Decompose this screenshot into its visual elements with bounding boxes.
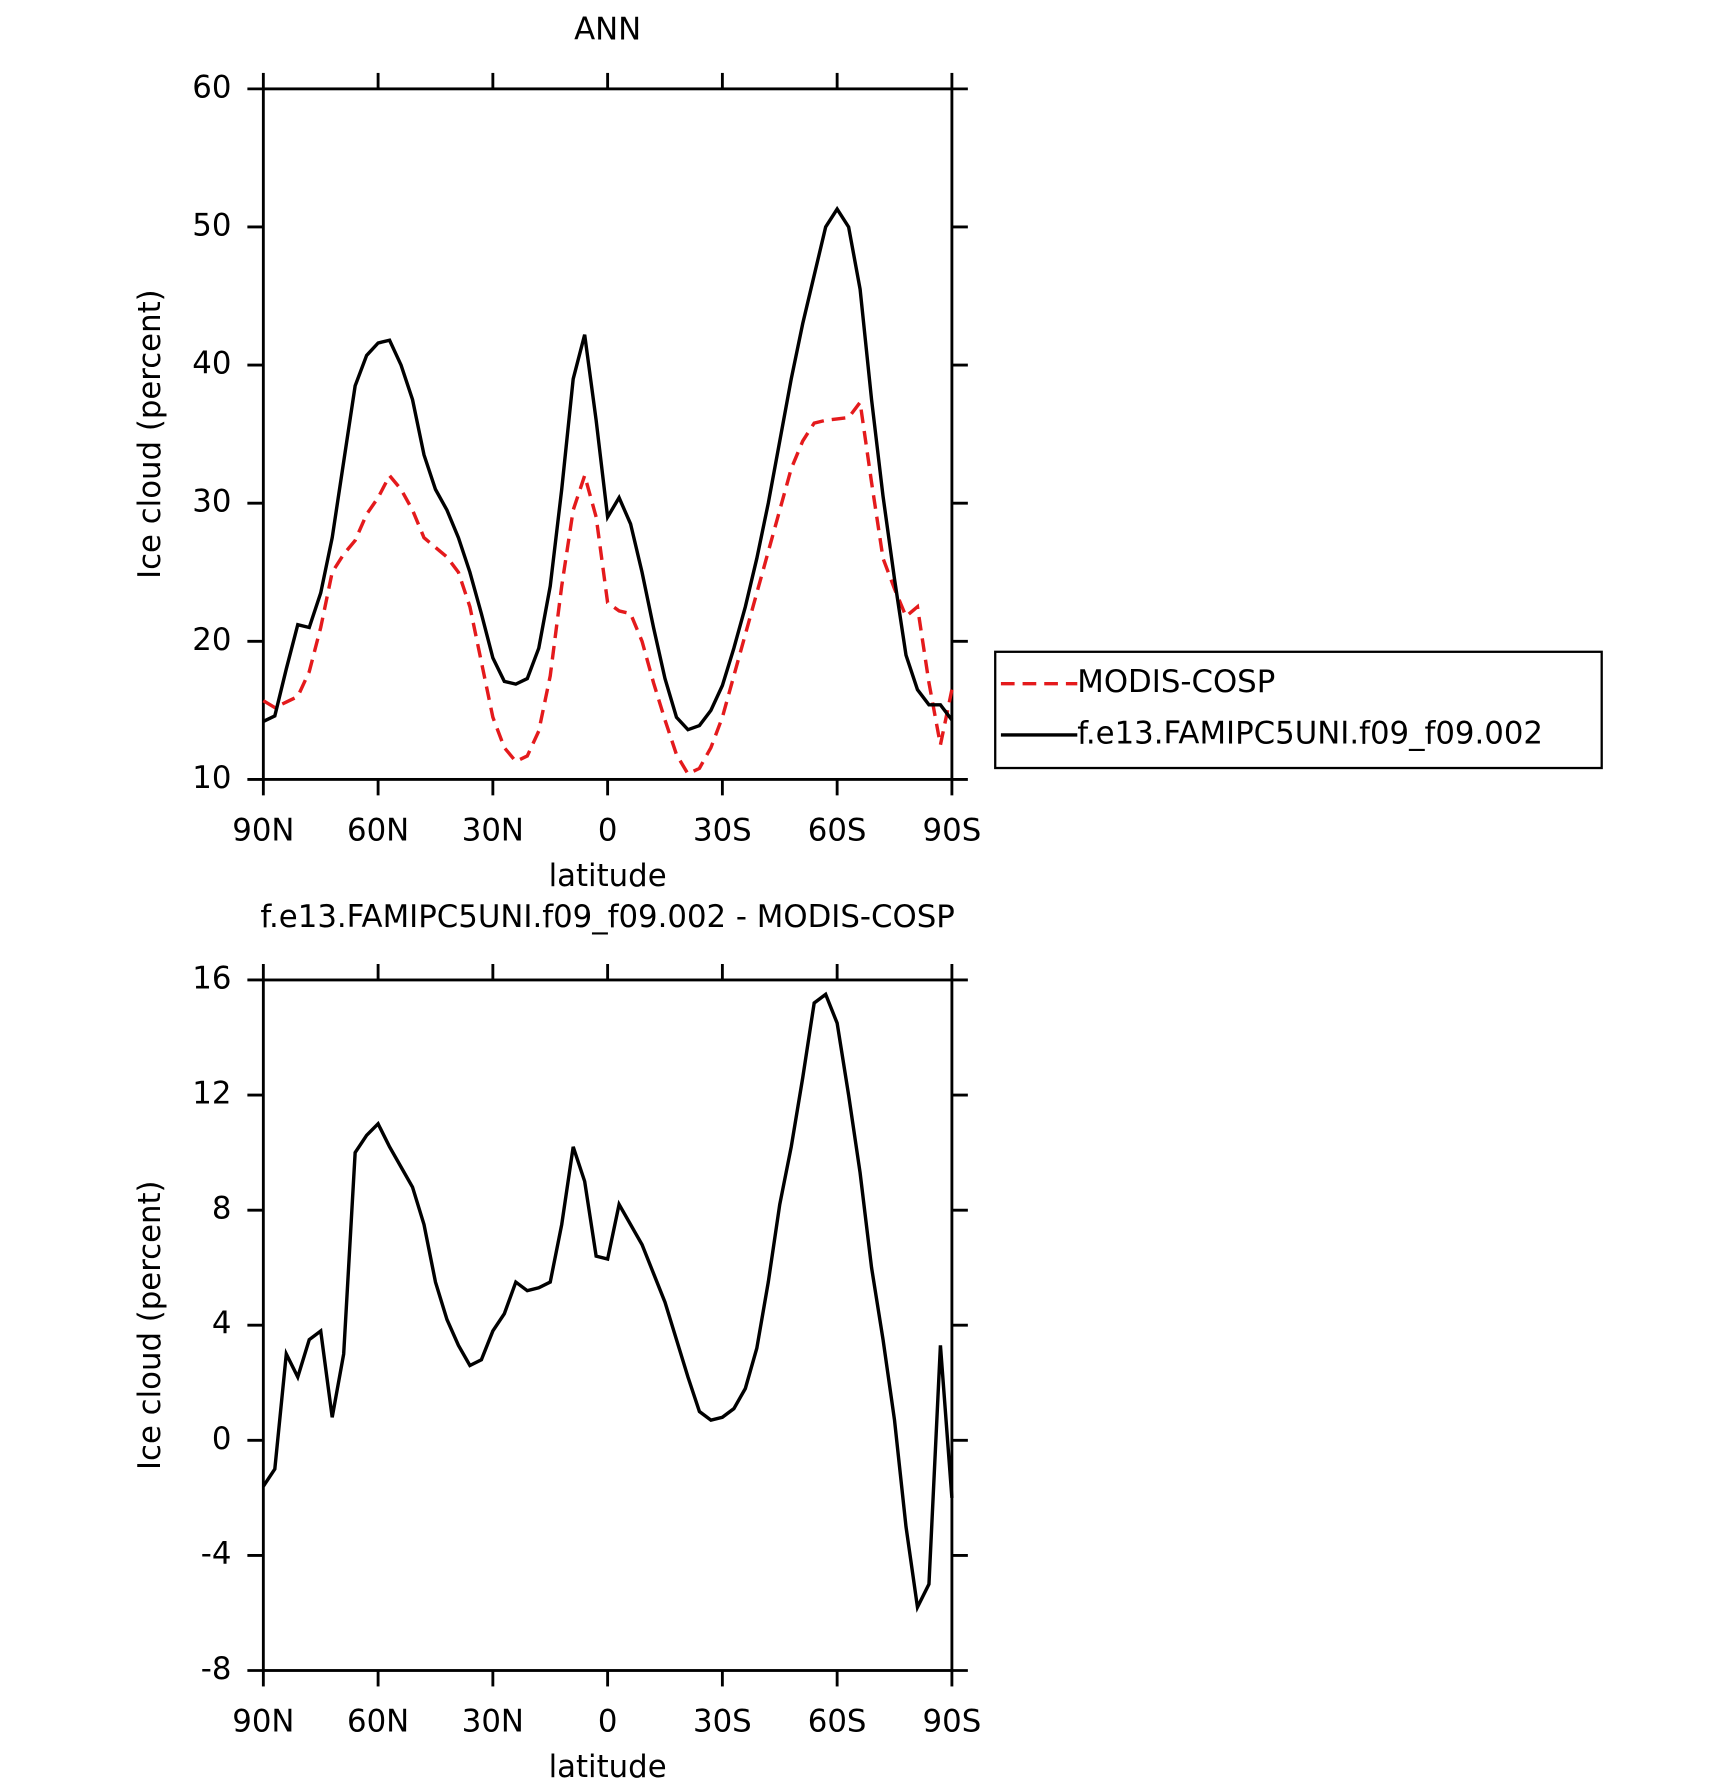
plot-frame	[261, 87, 954, 781]
y-tick-label: 8	[212, 1191, 232, 1227]
y-axis-label: Ice cloud (percent)	[132, 289, 168, 579]
x-tick-label: 60S	[808, 1703, 867, 1739]
plot-frame	[261, 978, 954, 1672]
y-tick-label: 40	[192, 346, 231, 382]
chart-title: f.e13.FAMIPC5UNI.f09_f09.002 - MODIS-COS…	[260, 899, 954, 935]
x-tick-label: 90S	[923, 812, 982, 848]
data-line	[262, 398, 954, 777]
x-tick-label: 60N	[347, 1703, 409, 1739]
x-axis-label: latitude	[549, 858, 667, 894]
y-tick-label: 4	[212, 1306, 232, 1342]
y-tick-label: -8	[201, 1651, 232, 1687]
y-tick-label: 10	[192, 760, 231, 796]
y-tick-label: 16	[192, 960, 231, 996]
x-tick-label: 90S	[923, 1703, 982, 1739]
data-line	[262, 205, 954, 732]
x-tick-label: 0	[598, 812, 618, 848]
x-tick-label: 30N	[462, 812, 524, 848]
y-tick-label: -4	[201, 1536, 232, 1572]
y-tick-label: 20	[192, 622, 231, 658]
chart-title: ANN	[574, 11, 641, 47]
x-tick-label: 30S	[693, 1703, 752, 1739]
data-line	[261, 991, 954, 1613]
x-axis-label: latitude	[549, 1749, 667, 1785]
x-tick-label: 90N	[232, 1703, 294, 1739]
x-tick-label: 30S	[693, 812, 752, 848]
legend-box	[994, 650, 1603, 770]
legend-label: MODIS-COSP	[1077, 664, 1275, 700]
y-tick-label: 50	[192, 207, 231, 243]
legend-label: f.e13.FAMIPC5UNI.f09_f09.002	[1077, 715, 1543, 751]
y-tick-label: 0	[212, 1421, 232, 1457]
y-tick-label: 60	[192, 69, 231, 105]
y-tick-label: 30	[192, 484, 231, 520]
y-axis-label: Ice cloud (percent)	[132, 1180, 168, 1470]
y-tick-label: 12	[192, 1076, 231, 1112]
x-tick-label: 30N	[462, 1703, 524, 1739]
x-tick-label: 60N	[347, 812, 409, 848]
x-tick-label: 0	[598, 1703, 618, 1739]
x-tick-label: 60S	[808, 812, 867, 848]
x-tick-label: 90N	[232, 812, 294, 848]
